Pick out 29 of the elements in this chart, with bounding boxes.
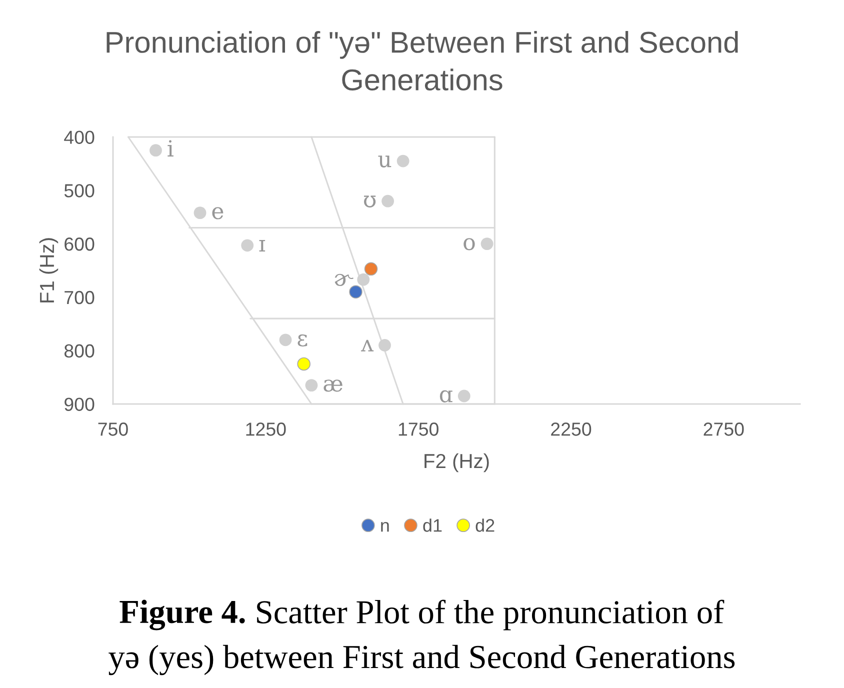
- x-tick-label: 1250: [246, 422, 286, 436]
- y-tick-label: 800: [64, 344, 94, 358]
- data-label: e: [212, 207, 224, 220]
- data-label: ʌ: [361, 340, 374, 352]
- x-tick-label: 2250: [551, 422, 592, 436]
- legend-label: d1: [423, 518, 442, 532]
- x-tick-label: 2750: [704, 422, 744, 436]
- chart-title: Pronunciation of "yə" Between First and Second Generations: [106, 31, 738, 91]
- caption: Figure 4.: [120, 600, 245, 630]
- y-tick-label: 600: [64, 238, 94, 251]
- y-tick-label: 700: [64, 290, 94, 304]
- y-tick-label: 900: [64, 398, 94, 411]
- data-label: ɪ: [259, 240, 266, 252]
- x-tick-label: 1750: [398, 422, 438, 436]
- data-label: u: [378, 156, 392, 168]
- data-label: ɛ: [298, 334, 308, 346]
- data-label: ʊ: [364, 196, 376, 208]
- data-label: æ: [324, 380, 342, 392]
- x-tick-label: 750: [98, 422, 128, 436]
- data-label: ɑ: [440, 390, 452, 402]
- y-axis-title: F1 (Hz): [39, 238, 58, 302]
- x-axis-title: F2 (Hz): [424, 453, 489, 472]
- data-label: ɚ: [334, 274, 354, 286]
- y-tick-label: 400: [64, 130, 94, 144]
- legend-label: n: [381, 522, 389, 532]
- legend-label: d2: [476, 518, 494, 532]
- data-label: i: [168, 140, 174, 156]
- y-tick-label: 500: [64, 184, 94, 198]
- data-label: o: [464, 238, 475, 250]
